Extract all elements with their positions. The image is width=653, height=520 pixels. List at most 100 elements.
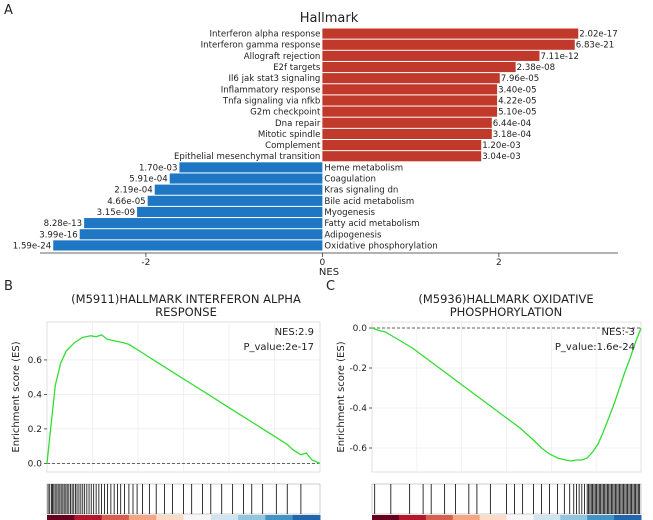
bar bbox=[322, 140, 482, 151]
rank-color-segment bbox=[183, 515, 212, 520]
bar-pvalue-label: 3.18e-04 bbox=[493, 130, 531, 140]
bar-pvalue-label: 5.91e-04 bbox=[129, 175, 167, 185]
bar bbox=[322, 39, 575, 50]
bar-label: Inflammatory response bbox=[221, 85, 321, 95]
bar bbox=[322, 128, 492, 139]
plot-title: (M5936)HALLMARK OXIDATIVE PHOSPHORYLATION bbox=[418, 292, 593, 319]
x-tick-label: -2 bbox=[141, 258, 150, 268]
y-axis-label: Enrichment score (ES) bbox=[11, 341, 22, 452]
stat-annotation: P_value:2e-17 bbox=[243, 342, 314, 353]
stat-annotation: NES:2.9 bbox=[275, 327, 314, 338]
rank-color-segment bbox=[128, 515, 157, 520]
rank-color-segment bbox=[533, 515, 561, 520]
bar bbox=[322, 50, 540, 61]
gsea-plot-interferon-alpha: (M5911)HALLMARK INTERFERON ALPHA RESPONSE… bbox=[11, 292, 321, 520]
hallmark-bar-chart: Hallmark Interferon alpha response 2.02e-… bbox=[13, 11, 618, 278]
rank-color-segment bbox=[560, 515, 588, 520]
bar-pvalue-label: 1.70e-03 bbox=[139, 163, 177, 173]
bar-pvalue-label: 3.40e-05 bbox=[498, 85, 536, 95]
bar-label: Coagulation bbox=[324, 175, 376, 185]
rank-color-segment bbox=[265, 515, 294, 520]
bar-label: Bile acid metabolism bbox=[324, 197, 414, 207]
stat-annotation: P_value:1.6e-24 bbox=[555, 342, 635, 353]
bar bbox=[137, 206, 323, 218]
bar-pvalue-label: 2.19e-04 bbox=[114, 186, 152, 196]
panel-label-b: B bbox=[4, 279, 13, 294]
rank-color-segment bbox=[479, 515, 507, 520]
rank-color-segment bbox=[587, 515, 615, 520]
bar bbox=[322, 106, 498, 117]
rank-color-segment bbox=[398, 515, 427, 520]
rank-color-segment bbox=[47, 515, 75, 520]
bar-label: Heme metabolism bbox=[324, 163, 403, 173]
bar-pvalue-label: 2.02e-17 bbox=[579, 30, 617, 40]
y-tick-label: 0.0 bbox=[28, 459, 43, 469]
y-tick-label: 0.0 bbox=[353, 324, 368, 334]
bar-label: Tnfa signaling via nfkb bbox=[222, 96, 321, 106]
rank-color-segment bbox=[292, 515, 321, 520]
bar bbox=[322, 61, 516, 73]
bar bbox=[322, 84, 498, 95]
panel-label-a: A bbox=[4, 3, 13, 18]
bar-pvalue-label: 6.83e-21 bbox=[576, 41, 614, 51]
bar-label: E2f targets bbox=[273, 63, 321, 73]
bar-label: Myogenesis bbox=[324, 208, 375, 218]
y-tick-label: -0.2 bbox=[349, 364, 367, 374]
bar bbox=[169, 173, 323, 184]
bar bbox=[179, 162, 323, 173]
bar-label: Fatty acid metabolism bbox=[324, 219, 419, 229]
rank-color-segment bbox=[506, 515, 534, 520]
bar-pvalue-label: 3.99e-16 bbox=[39, 230, 77, 240]
bar-pvalue-label: 2.38e-08 bbox=[517, 63, 555, 73]
bar-pvalue-label: 3.04e-03 bbox=[482, 152, 520, 162]
bar-pvalue-label: 1.20e-03 bbox=[482, 141, 520, 151]
bar bbox=[322, 151, 482, 162]
bar-label: Adipogenesis bbox=[324, 230, 382, 240]
x-tick-label: 0 bbox=[320, 258, 326, 268]
bar bbox=[84, 218, 323, 229]
bar-label: Mitotic spindle bbox=[258, 130, 321, 140]
rank-color-segment bbox=[372, 515, 400, 520]
y-tick-label: -0.4 bbox=[349, 404, 367, 414]
rank-color-segment bbox=[425, 515, 454, 520]
bar-pvalue-label: 8.28e-13 bbox=[44, 219, 82, 229]
bar-label: Epithelial mesenchymal transition bbox=[174, 152, 320, 162]
bar-label: Allograft rejection bbox=[244, 52, 321, 62]
rank-color-segment bbox=[238, 515, 266, 520]
y-axis-label: Enrichment score (ES) bbox=[336, 341, 347, 452]
y-tick-label: -0.6 bbox=[349, 444, 367, 454]
bar-pvalue-label: 3.15e-09 bbox=[97, 208, 135, 218]
bar-label: Il6 jak stat3 signaling bbox=[228, 74, 320, 84]
es-curve bbox=[371, 327, 642, 462]
es-curve bbox=[46, 334, 321, 464]
bar-label: G2m checkpoint bbox=[250, 108, 321, 118]
rank-color-segment bbox=[74, 515, 103, 520]
bar-label: Interferon alpha response bbox=[210, 30, 321, 40]
y-tick-label: 0.6 bbox=[28, 356, 43, 366]
rank-color-segment bbox=[614, 515, 642, 520]
bar-label: Interferon gamma response bbox=[201, 41, 321, 51]
bar bbox=[322, 73, 500, 84]
bar-layer: Interferon alpha response 2.02e-17 Interfe… bbox=[13, 28, 618, 251]
y-tick-label: 0.4 bbox=[28, 390, 43, 400]
bar-label: Kras signaling dn bbox=[324, 186, 398, 196]
chart-title: Hallmark bbox=[300, 11, 359, 26]
bar bbox=[79, 229, 323, 240]
rank-color-segment bbox=[156, 515, 184, 520]
bar-pvalue-label: 7.11e-12 bbox=[540, 52, 578, 62]
plot-title: (M5911)HALLMARK INTERFERON ALPHA RESPONSE bbox=[71, 292, 301, 319]
stat-annotation: NES:-3 bbox=[602, 327, 636, 338]
bar bbox=[147, 195, 323, 206]
rank-color-segment bbox=[452, 515, 481, 520]
bar-label: Oxidative phosphorylation bbox=[324, 241, 437, 251]
bar-pvalue-label: 7.96e-05 bbox=[501, 74, 539, 84]
bar bbox=[322, 117, 492, 128]
bar-label: Dna repair bbox=[275, 119, 321, 129]
bar bbox=[322, 95, 498, 106]
bar-pvalue-label: 4.66e-05 bbox=[107, 197, 145, 207]
bar-pvalue-label: 1.59e-24 bbox=[13, 241, 51, 251]
rank-color-segment bbox=[101, 515, 130, 520]
bar bbox=[53, 240, 323, 251]
bar-pvalue-label: 6.44e-04 bbox=[493, 119, 531, 129]
